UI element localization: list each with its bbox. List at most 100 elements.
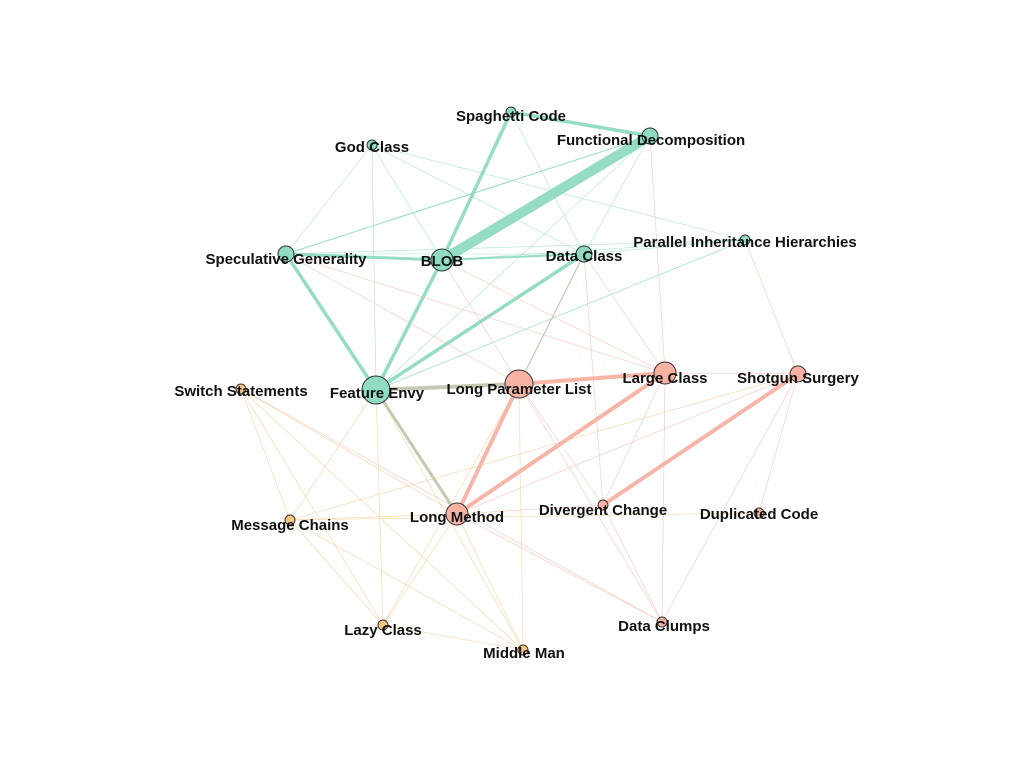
edge-longmethod-lazyclass [382,513,458,626]
edge-blob-funcdecomp [437,131,655,265]
node-label-shotgun: Shotgun Surgery [737,370,859,387]
edge-blob-spaghetti [440,110,513,262]
edge-featenvy-dataclass [374,252,586,392]
edge-blob-parinh [441,239,746,261]
node-label-funcdecomp: Functional Decomposition [557,132,745,149]
node-dupcode [753,507,765,519]
node-specgen [277,245,295,263]
edge-shotgun-dupcode [758,373,799,514]
node-label-longparam: Long Parameter List [446,381,591,398]
edge-longparam-middleman [518,383,524,651]
node-label-switch: Switch Statements [174,383,307,400]
edge-dataclass-largeclass [583,253,666,374]
node-label-lazyclass: Lazy Class [344,622,422,639]
edge-featenvy-lazyclass [375,389,384,626]
node-label-specgen: Speculative Generality [206,251,368,268]
edge-lazyclass-middleman [382,624,524,651]
node-blob [430,248,454,272]
edge-switch-middleman [240,388,524,651]
edge-featenvy-longmethod [374,388,459,516]
edge-specgen-funcdecomp [285,135,651,255]
edge-blob-dataclass [441,253,585,261]
edge-blob-featenvy [374,258,444,392]
node-label-featenvy: Feature Envy [330,385,425,402]
edge-divchange-shotgun [601,372,800,507]
node-label-godclass: God Class [335,139,409,156]
node-label-dataclass: Data Class [546,248,623,265]
edge-godclass-dataclass [371,144,585,255]
node-label-longmethod: Long Method [410,509,504,526]
edge-msgchains-dupcode [289,512,760,521]
edge-godclass-parinh [371,144,746,241]
node-longparam [504,369,534,399]
edge-dataclass-longparam [518,253,585,385]
edge-funcdecomp-largeclass [649,135,666,374]
edge-dataclass-parinh [583,239,746,255]
edge-msgchains-middleman [289,519,524,651]
edge-switch-msgchains [240,388,291,521]
edge-specgen-parinh [285,239,746,255]
node-label-blob: BLOB [421,253,464,270]
edge-divchange-dataclumps [602,504,663,623]
edge-godclass-specgen [285,144,373,255]
edge-largeclass-divchange [602,372,666,506]
edge-layer [240,110,800,651]
edge-longparam-dataclumps [518,383,663,623]
edge-blob-longparam [441,259,520,385]
node-funcdecomp [641,127,659,145]
node-switch [235,383,247,395]
node-dataclass [575,245,593,263]
edge-shotgun-dataclumps [661,373,799,623]
node-label-dataclumps: Data Clumps [618,618,710,635]
edge-spaghetti-dataclass [510,111,585,255]
node-parinh [739,234,751,246]
edge-blob-largeclass [441,259,666,374]
edge-longmethod-middleman [456,513,524,651]
edge-longmethod-msgchains [289,513,458,521]
edge-longparam-longmethod [455,382,521,516]
node-spaghetti [505,106,517,118]
edge-longparam-largeclass [517,371,667,386]
edge-parinh-featenvy [375,239,746,391]
node-divchange [597,499,609,511]
node-layer [235,106,807,656]
label-layer: Spaghetti Code Functional Decomposition Go… [174,108,859,662]
edge-longmethod-switch [240,388,458,515]
edge-specgen-featenvy [284,252,378,392]
edge-shotgun-longmethod [456,373,799,515]
node-featenvy [361,375,391,405]
edge-parinh-shotgun [744,239,799,375]
edge-godclass-blob [371,144,443,261]
edge-longparam-divchange [518,383,604,506]
edge-featenvy-msgchains [289,389,377,521]
node-godclass [366,139,378,151]
edge-godclass-featenvy [371,144,377,391]
node-label-spaghetti: Spaghetti Code [456,108,566,125]
edge-longmethod-divchange [456,504,604,515]
edge-shotgun-msgchains [289,373,799,521]
edge-largeclass-dataclumps [661,372,666,623]
edge-msgchains-lazyclass [289,519,384,626]
edge-specgen-longparam [285,253,520,385]
node-label-largeclass: Large Class [622,370,707,387]
node-label-middleman: Middle Man [483,645,565,662]
node-largeclass [653,361,677,385]
node-label-parinh: Parallel Inheritance Hierarchies [633,234,856,251]
edge-dataclass-divchange [583,253,604,506]
node-msgchains [284,514,296,526]
node-label-dupcode: Duplicated Code [700,506,818,523]
edge-funcdecomp-dataclass [583,135,651,255]
edge-spaghetti-funcdecomp [509,110,652,138]
edge-longmethod-largeclass [455,371,667,516]
node-shotgun [789,365,807,383]
edge-featenvy-longparam [374,382,521,392]
node-longmethod [445,502,469,526]
edge-longmethod-dataclumps [456,513,663,623]
edge-funcdecomp-featenvy [375,135,651,391]
node-dataclumps [656,616,668,628]
node-label-divchange: Divergent Change [539,502,667,519]
edge-switch-lazyclass [240,388,384,626]
edge-specgen-blob [284,252,444,262]
node-middleman [517,644,529,656]
